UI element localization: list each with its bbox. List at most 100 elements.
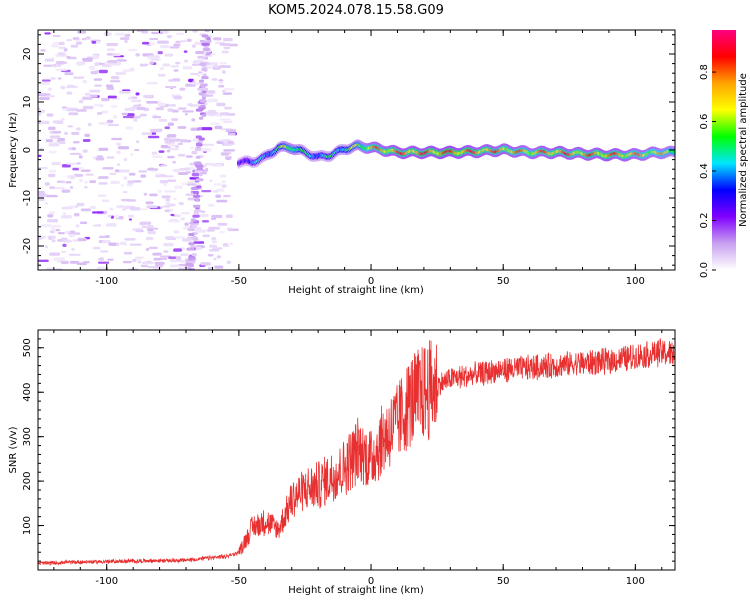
spectrogram-cell — [184, 222, 189, 226]
spectrogram-cell — [75, 224, 80, 228]
spectrogram-cell — [224, 194, 231, 198]
spectrogram-cell — [198, 71, 203, 74]
spectrogram-cell — [153, 257, 162, 261]
spectrogram-cell — [209, 113, 214, 117]
spectrogram-cell — [149, 61, 154, 65]
spectrogram-cell — [188, 242, 195, 246]
spectrogram-cell — [63, 48, 68, 52]
spectrogram-cell — [91, 54, 99, 58]
spectrogram-cell — [84, 180, 88, 184]
spectrogram-cell — [47, 126, 56, 131]
spectrogram-cell — [201, 96, 206, 100]
spectrogram-cell — [41, 79, 51, 82]
spectrogram-cell — [207, 203, 215, 207]
spectrogram-cell — [209, 52, 216, 56]
spectrogram-cell — [157, 40, 169, 44]
spectrogram-cell — [49, 169, 57, 173]
spectrogram-cell — [117, 146, 130, 150]
spectrogram-cell — [98, 266, 109, 270]
spectrogram-cell — [98, 122, 108, 125]
spectrogram-cell — [105, 223, 117, 227]
spectrogram-cell — [191, 118, 196, 122]
spectrogram-cell — [170, 65, 180, 68]
colorbar-tick-label: 0.8 — [699, 64, 710, 80]
spectrogram-cell — [130, 153, 134, 156]
spectrogram-cell — [202, 143, 214, 146]
spectrogram-cell — [170, 213, 175, 217]
spectrogram-cell — [208, 226, 221, 230]
spectrogram-cell — [45, 267, 54, 270]
spectrogram-cell — [229, 43, 238, 47]
spectrogram-cell — [50, 225, 62, 228]
spectrogram-cell — [52, 130, 62, 134]
spectrogram-cell — [82, 149, 88, 153]
spectrogram-cell — [201, 76, 209, 80]
spectrogram-cell — [106, 119, 114, 123]
spectrogram-cell — [128, 48, 138, 52]
spectrogram-cell — [201, 190, 212, 193]
spectrogram-y-ticks: -20 -10 0 10 20 — [22, 34, 675, 266]
spectrogram-cell — [123, 176, 128, 180]
spectrogram-cell — [192, 80, 196, 83]
spectrogram-cell — [191, 173, 200, 177]
spectrogram-cell — [146, 205, 158, 209]
spectrogram-cell — [175, 61, 181, 65]
spectrogram-cell — [149, 37, 159, 41]
spectrogram-cell — [77, 30, 87, 34]
y-tick-label: 300 — [22, 427, 33, 446]
spectrogram-cell — [121, 112, 128, 116]
spectrogram-cell — [155, 264, 164, 268]
spectrogram-cell — [225, 129, 237, 133]
spectrogram-cell — [127, 214, 135, 218]
spectrogram-cell — [223, 120, 233, 124]
spectrogram-cell — [38, 143, 41, 147]
spectrogram-cell — [191, 63, 200, 66]
spectrogram-cell — [222, 89, 226, 92]
spectrogram-cell — [158, 118, 168, 122]
spectrogram-cell — [196, 74, 201, 77]
snr-y-axis-label: SNR (v/v) — [8, 426, 19, 473]
spectrogram-cell — [198, 116, 204, 120]
spectrogram-cell — [56, 139, 61, 142]
spectrogram-cell — [214, 125, 223, 130]
spectrogram-cell — [38, 198, 45, 202]
spectrogram-cell — [150, 128, 162, 133]
spectrogram-cell — [116, 163, 121, 166]
spectrogram-cell — [174, 185, 183, 189]
spectrogram-cell — [60, 250, 67, 253]
spectrogram-cell — [191, 150, 198, 155]
spectrogram-cell — [206, 62, 218, 66]
spectrogram-cell — [60, 260, 69, 265]
spectrogram-cell — [187, 103, 193, 106]
spectrogram-cell — [208, 244, 218, 248]
spectrogram-cell — [38, 112, 42, 116]
spectrogram-cell — [211, 163, 223, 167]
spectrogram-cell — [178, 139, 188, 142]
spectrogram-cell — [201, 220, 210, 223]
spectrogram-cell — [167, 155, 175, 159]
spectrogram-cell — [160, 164, 168, 167]
spectrogram-cell — [167, 122, 174, 126]
spectrogram-cell — [192, 190, 200, 194]
spectrogram-cell — [167, 143, 176, 147]
spectrogram-cell — [142, 95, 152, 98]
spectrogram-cell — [38, 259, 49, 263]
spectrogram-cell — [207, 90, 216, 94]
spectrogram-cell — [157, 189, 163, 193]
spectrogram-cell — [98, 257, 104, 261]
spectrogram-cell — [76, 202, 85, 207]
spectrogram-cell — [61, 189, 71, 193]
figure-title: KOM5.2024.078.15.58.G09 — [268, 3, 444, 18]
spectrogram-cell — [180, 260, 187, 263]
spectrogram-cell — [197, 127, 203, 131]
spectrogram-cell — [183, 59, 189, 63]
spectrogram-cell — [102, 239, 111, 244]
spectrogram-cell — [190, 146, 195, 149]
y-tick-label: -10 — [22, 190, 33, 206]
spectrogram-cell — [75, 127, 81, 131]
spectrogram-cell — [42, 92, 46, 97]
spectrogram-cell — [62, 243, 67, 248]
spectrogram-cell — [191, 253, 197, 257]
spectrogram-cell — [153, 267, 160, 270]
